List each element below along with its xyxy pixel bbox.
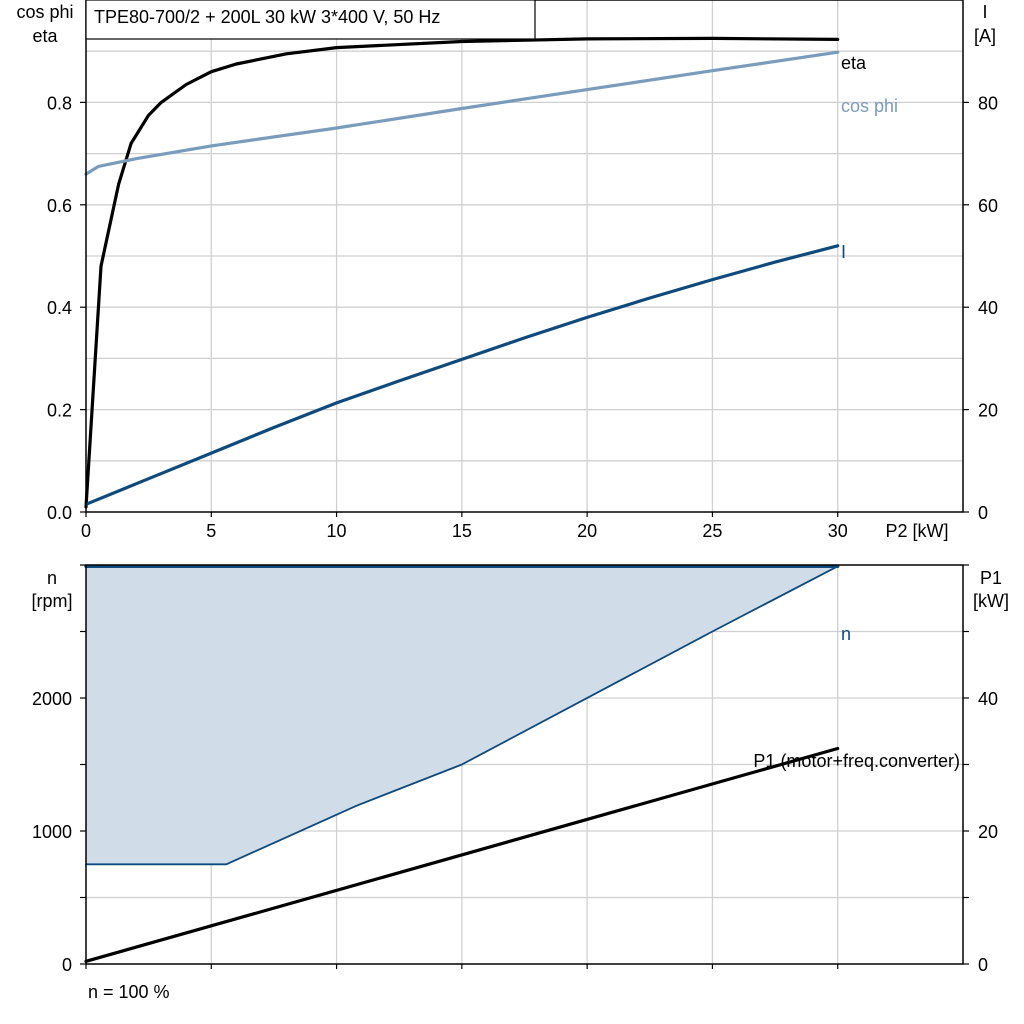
top-right-tick-label: 80 xyxy=(978,93,998,113)
bottom-left-tick-label: 2000 xyxy=(32,689,72,709)
bottom-chart-series xyxy=(84,564,840,963)
top-right-tick-label: 60 xyxy=(978,196,998,216)
bottom-left-axis-label-rpm: [rpm] xyxy=(31,591,72,611)
x-axis-label-p2: P2 [kW] xyxy=(885,521,948,541)
bottom-right-tick-label: 40 xyxy=(978,689,998,709)
bottom-right-tick-label: 20 xyxy=(978,822,998,842)
top-left-tick-label: 0.0 xyxy=(47,503,72,523)
top-left-axis-label-cos-phi: cos phi xyxy=(16,2,73,22)
x-tick-label: 5 xyxy=(206,521,216,541)
title-box xyxy=(85,0,536,40)
top-chart-grid xyxy=(86,0,963,512)
bottom-left-tick-label: 0 xyxy=(62,955,72,975)
speed-note: n = 100 % xyxy=(88,982,170,1002)
top-right-tick-label: 0 xyxy=(978,503,988,523)
series-label-current: I xyxy=(841,242,846,262)
x-tick-label: 20 xyxy=(577,521,597,541)
top-right-tick-label: 20 xyxy=(978,401,998,421)
speed-operating-range-area xyxy=(86,566,838,865)
bottom-left-axis-label-n: n xyxy=(47,568,57,588)
top-left-axis-label-eta: eta xyxy=(32,26,58,46)
bottom-left-tick-label: 1000 xyxy=(32,822,72,842)
series-label-cos-phi: cos phi xyxy=(841,96,898,116)
x-tick-label: 10 xyxy=(327,521,347,541)
top-right-axis-label-unit-a: [A] xyxy=(974,26,996,46)
x-tick-label: 25 xyxy=(702,521,722,541)
top-right-tick-label: 40 xyxy=(978,298,998,318)
top-left-tick-label: 0.4 xyxy=(47,298,72,318)
x-tick-label: 0 xyxy=(81,521,91,541)
bottom-chart-tick-labels: 0 1000 2000 0 20 40 xyxy=(32,564,998,975)
top-left-tick-label: 0.6 xyxy=(47,196,72,216)
top-left-tick-label: 0.8 xyxy=(47,93,72,113)
top-chart-series xyxy=(84,36,840,509)
x-tick-label: 15 xyxy=(452,521,472,541)
current-curve xyxy=(84,244,840,506)
chart-title: TPE80-700/2 + 200L 30 kW 3*400 V, 50 Hz xyxy=(94,7,440,27)
series-label-eta: eta xyxy=(841,53,867,73)
top-left-tick-label: 0.2 xyxy=(47,401,72,421)
x-tick-label: 30 xyxy=(828,521,848,541)
bottom-right-axis-label-p1: P1 xyxy=(980,568,1002,588)
top-right-axis-label-i: I xyxy=(982,2,987,22)
bottom-right-axis-label-kw: [kW] xyxy=(973,591,1009,611)
bottom-right-tick-label: 0 xyxy=(978,955,988,975)
top-chart-frame xyxy=(85,0,964,513)
top-chart-tick-labels: 0 5 10 15 20 25 30 0.0 0.2 0.4 0.6 0.8 0 20 40 60 80 xyxy=(47,93,998,541)
speed-min-curve xyxy=(85,565,839,866)
cos-phi-curve xyxy=(84,50,840,176)
eta-curve xyxy=(84,36,840,509)
series-label-speed: n xyxy=(841,624,851,644)
series-label-p1: P1 (motor+freq.converter) xyxy=(753,751,960,771)
p1-input-power-curve xyxy=(84,746,840,963)
